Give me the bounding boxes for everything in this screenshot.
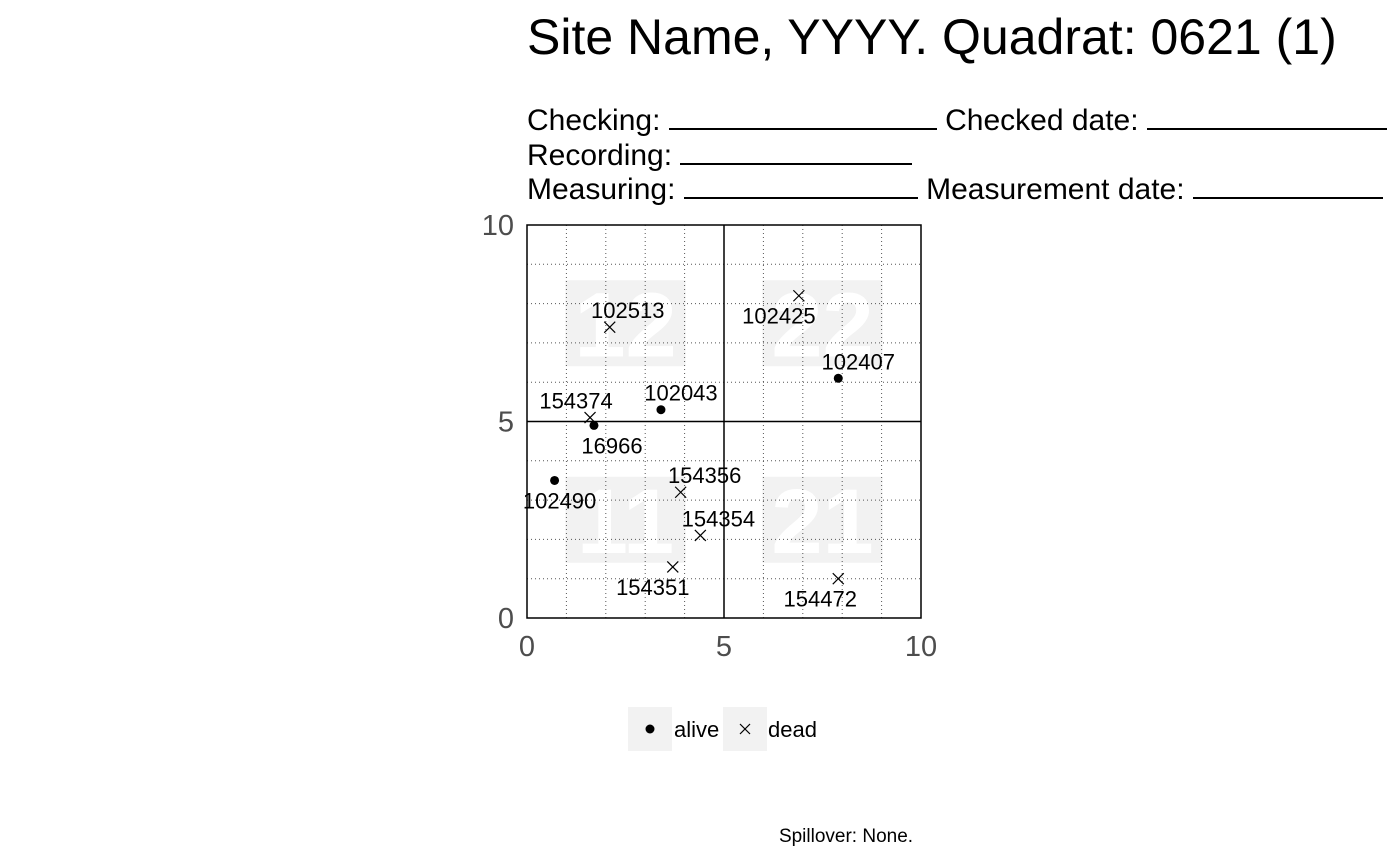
legend-alive-label: alive	[674, 717, 720, 742]
subquadrat-box	[762, 476, 883, 563]
point-alive	[589, 420, 599, 430]
measuring-label: Measuring:	[527, 173, 676, 206]
point-alive	[550, 475, 560, 485]
legend-dead-label: dead	[768, 717, 817, 742]
subquadrat-label: 12	[574, 274, 676, 376]
point-dead	[674, 486, 687, 499]
point-tag-label: 102407	[822, 349, 895, 374]
measuring-row: Measuring: Measurement date:	[527, 173, 1383, 207]
point-tag-label: 154354	[682, 506, 755, 531]
y-tick-label: 0	[498, 603, 514, 635]
point-tag-label: 102490	[523, 488, 596, 513]
measuring-blank	[683, 173, 918, 199]
measurement-date-label: Measurement date:	[926, 173, 1185, 206]
point-alive	[833, 373, 843, 383]
checked-date-blank	[1146, 104, 1387, 130]
point-dead	[603, 321, 616, 334]
subquadrat-label: 22	[771, 274, 873, 376]
recording-row: Recording:	[527, 139, 913, 173]
point-tag-label: 154374	[539, 389, 612, 414]
point-tag-label: 102425	[742, 304, 815, 329]
y-tick-label: 10	[482, 210, 514, 242]
dead-marker-icon	[739, 723, 751, 735]
subquadrat-box	[565, 280, 686, 367]
checked-date-label: Checked date:	[945, 104, 1139, 137]
point-tag-label: 16966	[581, 433, 642, 458]
subquadrat-label: 11	[577, 471, 674, 573]
recording-blank	[680, 139, 913, 165]
measurement-date-blank	[1192, 173, 1383, 199]
point-tag-label: 154472	[784, 587, 857, 612]
subquadrat-box	[565, 476, 686, 563]
subquadrat-label: 21	[771, 471, 873, 573]
legend-key-alive	[628, 707, 672, 751]
page-title: Site Name, YYYY. Quadrat: 0621 (1)	[527, 9, 1337, 65]
point-dead	[694, 529, 707, 542]
point-dead	[666, 560, 679, 573]
point-alive	[656, 405, 666, 415]
recording-label: Recording:	[527, 139, 673, 172]
point-tag-label: 154351	[616, 575, 689, 600]
plot-border	[526, 224, 922, 619]
point-tag-label: 102043	[644, 381, 717, 406]
subquadrat-box	[762, 280, 883, 367]
checking-row: Checking: Checked date:	[527, 104, 1387, 138]
legend-key-dead	[723, 707, 767, 751]
x-tick-label: 10	[905, 631, 937, 663]
y-tick-label: 5	[498, 407, 514, 439]
point-tag-label: 102513	[591, 298, 664, 323]
x-tick-label: 5	[716, 631, 732, 663]
checking-label: Checking:	[527, 104, 661, 137]
spillover-note: Spillover: None.	[778, 826, 914, 847]
alive-marker-icon	[645, 724, 655, 734]
point-tag-label: 154356	[668, 463, 741, 488]
checking-blank	[668, 104, 937, 130]
x-tick-label: 0	[519, 631, 535, 663]
point-dead	[792, 289, 805, 302]
point-dead	[832, 572, 845, 585]
